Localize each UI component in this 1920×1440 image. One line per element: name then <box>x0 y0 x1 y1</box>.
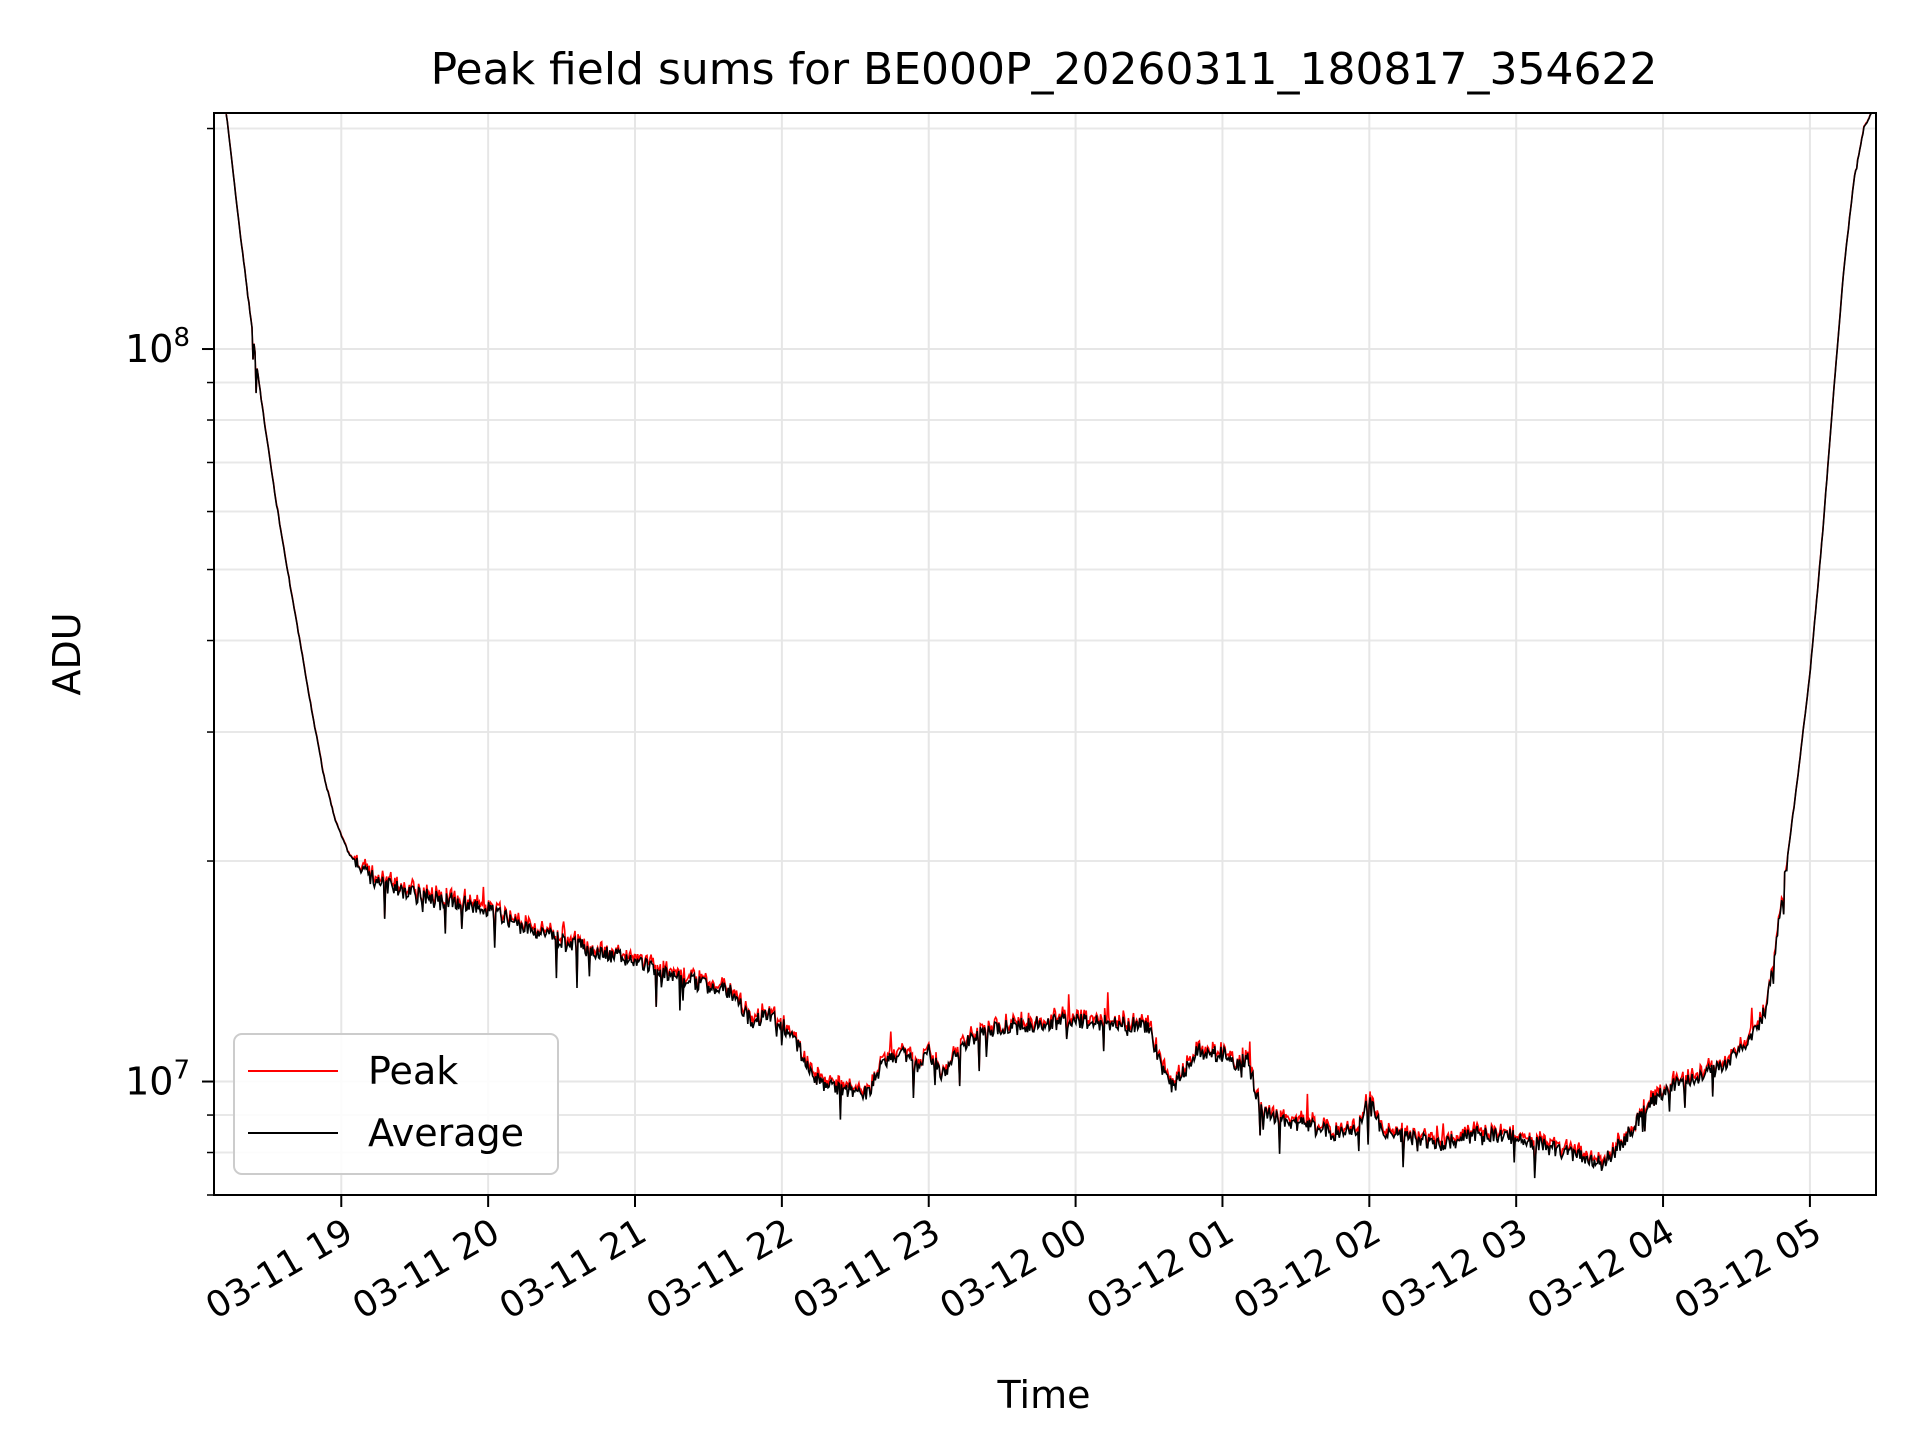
y-tick-label: 108 <box>125 323 190 371</box>
legend-box <box>233 1033 559 1175</box>
y-axis: 107 108 <box>125 127 214 1196</box>
series-line-average <box>225 113 1872 1179</box>
grid <box>214 113 1876 1196</box>
y-tick-label: 107 <box>125 1056 190 1104</box>
chart-title: Peak field sums for BE000P_20260311_1808… <box>431 44 1658 95</box>
x-axis-label: Time <box>997 1373 1091 1417</box>
legend: Peak Average <box>233 1033 559 1175</box>
y-axis-label: ADU <box>45 612 89 695</box>
series-lines <box>225 113 1872 1179</box>
legend-label-peak: Peak <box>368 1049 458 1093</box>
plot-frame <box>213 112 1877 1196</box>
legend-label-average: Average <box>368 1111 524 1155</box>
